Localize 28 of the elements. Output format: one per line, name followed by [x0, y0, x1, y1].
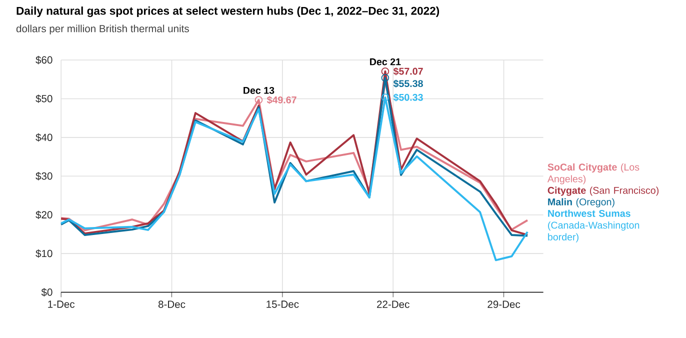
x-tick-label: 8-Dec: [158, 300, 186, 308]
x-tick-label: 22-Dec: [377, 300, 410, 308]
chart-subtitle: dollars per million British thermal units: [16, 24, 189, 35]
text: SoCal Citygate (Los Angeles): [547, 164, 640, 185]
text: Citygate (San Francisco): [548, 186, 659, 196]
data-label: $49.67: [266, 96, 296, 104]
y-tick-label: $30: [36, 172, 52, 181]
annotation: Dec 13: [244, 87, 274, 94]
point: [381, 94, 390, 102]
data-label: $57.07: [393, 68, 423, 76]
data-label: $55.38: [393, 80, 423, 88]
y-tick-label: $40: [36, 134, 52, 142]
point: [381, 68, 390, 76]
text: Malin (Oregon): [548, 198, 614, 208]
y-tick-label: $0: [41, 288, 52, 297]
chart-title: Daily natural gas spot prices at select western hubs (Dec 1, 2022–Dec 31, 2022): [16, 6, 440, 18]
x-tick-label: 1-Dec: [48, 300, 75, 308]
data-label: $50.33: [393, 94, 423, 102]
point: [381, 74, 390, 82]
x-tick-label: 29-Dec: [488, 300, 520, 308]
y-tick-label: $60: [36, 56, 52, 64]
y-tick-label: $20: [36, 210, 52, 220]
annotation: Dec 21: [370, 58, 401, 66]
point: [254, 96, 263, 104]
y-tick-label: $50: [36, 94, 52, 104]
y-tick-label: $10: [36, 250, 52, 258]
text: Northwest Sumas (Canada-Washington border): [548, 210, 640, 243]
x-tick-label: 15-Dec: [266, 300, 299, 308]
